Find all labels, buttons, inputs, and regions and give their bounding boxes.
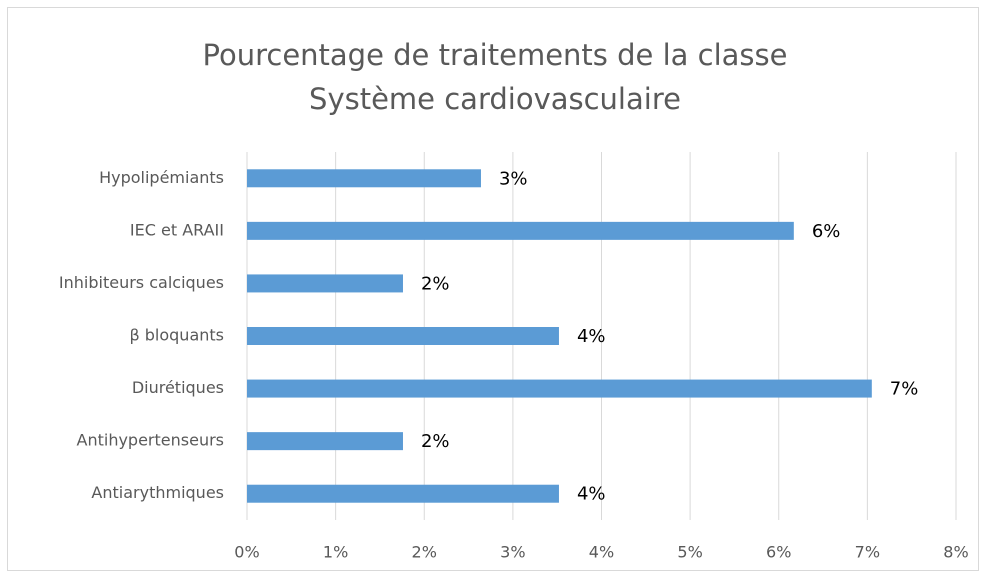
- bar: [247, 379, 872, 398]
- data-label: 6%: [812, 221, 841, 242]
- bar: [247, 484, 559, 503]
- bar: [247, 274, 403, 293]
- x-tick-label: 2%: [412, 543, 437, 562]
- y-tick-label: Antiarythmiques: [91, 483, 224, 502]
- data-label: 7%: [890, 379, 919, 400]
- x-tick-label: 5%: [677, 543, 702, 562]
- y-tick-label: IEC et ARAII: [130, 220, 224, 239]
- chart-border: [7, 7, 979, 571]
- x-tick-label: 6%: [766, 543, 791, 562]
- bar: [247, 327, 559, 345]
- x-tick-label: 7%: [855, 543, 880, 562]
- chart-title: Pourcentage de traitements de la classe: [203, 38, 788, 72]
- chart-title: Système cardiovasculaire: [309, 82, 681, 116]
- x-tick-label: 3%: [500, 543, 525, 562]
- data-label: 3%: [499, 168, 528, 189]
- y-tick-label: Inhibiteurs calciques: [59, 273, 224, 292]
- data-label: 4%: [577, 326, 606, 347]
- bar: [247, 169, 481, 188]
- x-tick-label: 0%: [234, 543, 259, 562]
- x-tick-label: 1%: [323, 543, 348, 562]
- x-tick-label: 8%: [943, 543, 968, 562]
- y-tick-label: β bloquants: [129, 326, 224, 345]
- data-label: 2%: [421, 431, 450, 452]
- bar: [247, 432, 403, 451]
- data-label: 2%: [421, 273, 450, 294]
- x-tick-label: 4%: [589, 543, 614, 562]
- bar: [247, 221, 794, 240]
- y-tick-label: Antihypertenseurs: [77, 431, 224, 450]
- y-tick-label: Diurétiques: [132, 378, 224, 397]
- y-tick-label: Hypolipémiants: [99, 168, 224, 187]
- data-label: 4%: [577, 484, 606, 505]
